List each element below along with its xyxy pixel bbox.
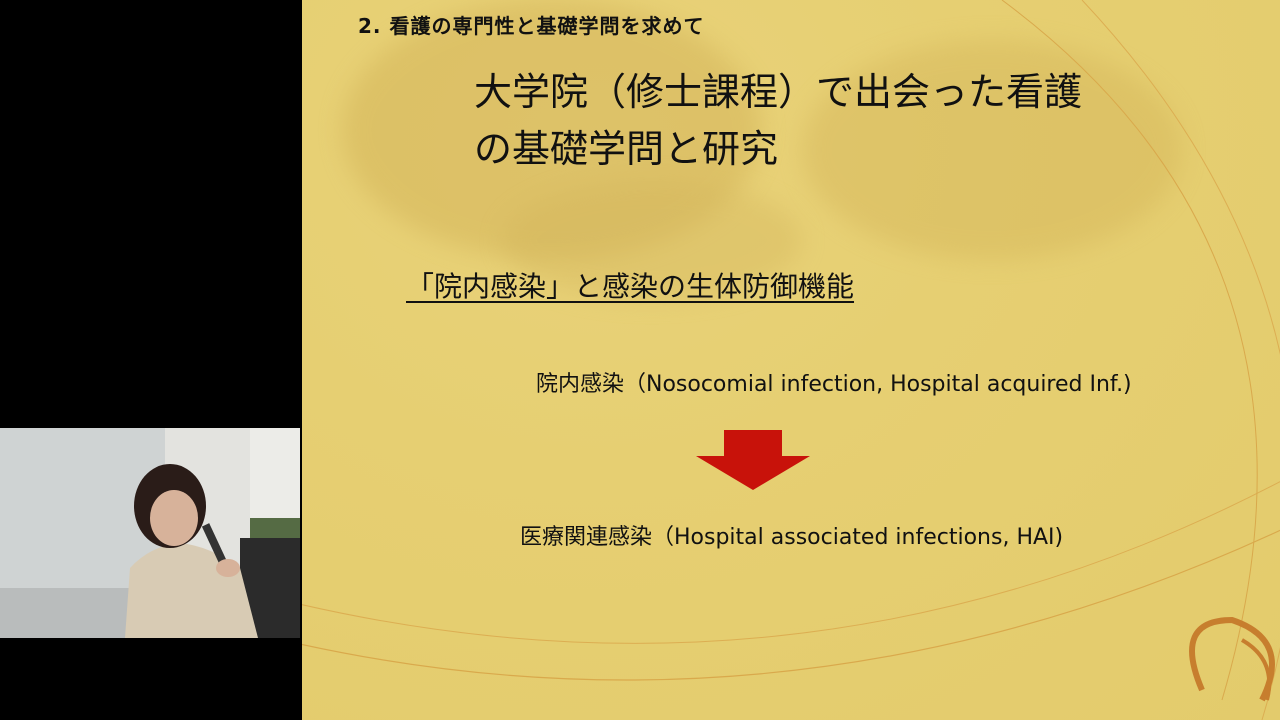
presentation-slide: 2. 看護の専門性と基礎学問を求めて 大学院（修士課程）で出会った看護 の基礎学… <box>302 0 1280 720</box>
slide-title-line2: の基礎学問と研究 <box>474 127 779 171</box>
term-hai: 医療関連感染（Hospital associated infections, H… <box>520 525 1064 550</box>
slide-title-line1: 大学院（修士課程）で出会った看護 <box>474 70 1083 114</box>
term-nosocomial: 院内感染（Nosocomial infection, Hospital acqu… <box>536 372 1132 397</box>
speaker-video-feed <box>0 428 300 638</box>
section-heading: 2. 看護の専門性と基礎学問を求めて <box>358 14 705 38</box>
speaker-video-image <box>0 428 300 638</box>
slide-subtitle: 「院内感染」と感染の生体防御機能 <box>406 270 855 303</box>
down-arrow-icon <box>696 430 810 490</box>
